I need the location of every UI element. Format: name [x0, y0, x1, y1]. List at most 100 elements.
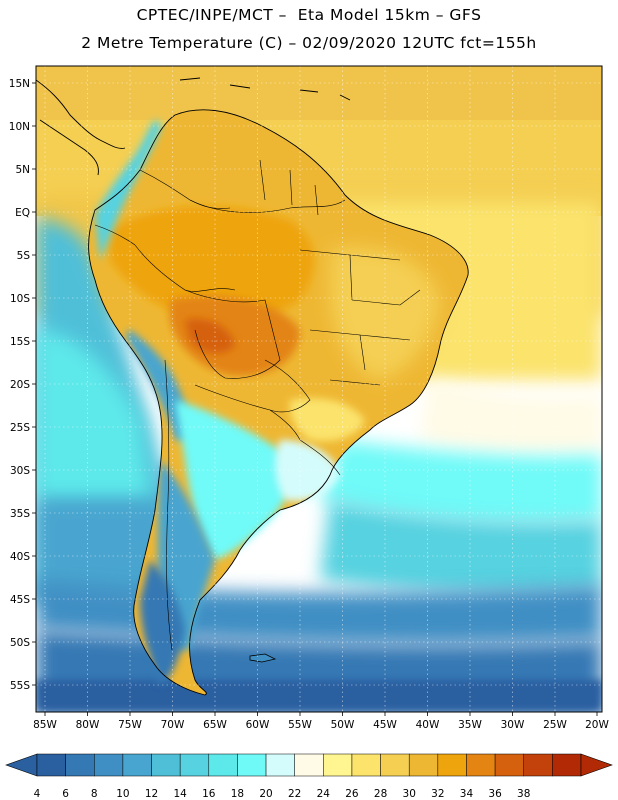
border-guianas — [259, 159, 319, 216]
temp-south-blue — [36, 580, 602, 645]
lat-label-45s: 45S — [10, 594, 30, 606]
border-ecuador — [94, 224, 136, 246]
andes-central-cool — [125, 330, 190, 440]
colorbar-swatch-15 — [466, 753, 496, 777]
colorbar: 4 6 8 10 12 14 16 18 20 22 24 26 28 30 32 34 36 38 — [5, 753, 613, 800]
lat-label-40s: 40S — [10, 551, 30, 563]
colorbar-label-26: 26 — [345, 788, 359, 800]
temp-far-south — [36, 680, 602, 712]
colorbar-swatch-9 — [294, 753, 324, 777]
colorbar-swatch-8 — [265, 753, 295, 777]
colorbar-label-4: 4 — [34, 788, 41, 800]
colorbar-label-32: 32 — [431, 788, 444, 800]
country-borders — [94, 159, 421, 651]
colorbar-swatch-10 — [323, 753, 353, 777]
temp-atlantic-cyan — [320, 440, 602, 524]
colorbar-under-arrow — [5, 753, 38, 777]
colorbar-swatch-6 — [208, 753, 238, 777]
central-hot-core — [170, 296, 300, 376]
colorbar-label-22: 22 — [288, 788, 301, 800]
colorbar-label-30: 30 — [403, 788, 416, 800]
bolivia-hot — [185, 318, 235, 354]
colorbar-label-6: 6 — [62, 788, 69, 800]
colorbar-label-14: 14 — [173, 788, 187, 800]
border-uruguay — [299, 439, 341, 476]
lat-label-10n: 10N — [9, 121, 30, 133]
lat-label-20s: 20S — [10, 379, 30, 391]
colorbar-label-38: 38 — [517, 788, 530, 800]
temp-pacific-mid — [36, 330, 150, 500]
border-argentina-north — [194, 384, 301, 441]
lon-label-70w: 70W — [161, 719, 185, 731]
colorbar-swatch-14 — [437, 753, 467, 777]
colorbar-swatch-13 — [408, 753, 439, 777]
colorbar-swatch-12 — [380, 753, 410, 777]
colorbar-label-28: 28 — [374, 788, 387, 800]
patagonia-blue — [140, 560, 185, 685]
coastlines — [36, 77, 469, 696]
colorbar-swatch-11 — [351, 753, 381, 777]
colorbar-label-8: 8 — [91, 788, 98, 800]
lon-label-50w: 50W — [331, 719, 355, 731]
border-peru-brazil — [134, 244, 236, 292]
map-frame — [35, 65, 603, 713]
lon-label-60w: 60W — [246, 719, 270, 731]
lon-label-65w: 65W — [203, 719, 227, 731]
colorbar-label-20: 20 — [259, 788, 272, 800]
border-brazil-states — [299, 249, 421, 386]
central-america-coastline — [36, 79, 126, 176]
title-line-2: 2 Metre Temperature (C) – 02/09/2020 12U… — [81, 34, 537, 52]
colorbar-swatch-1 — [65, 753, 95, 777]
lat-label-35s: 35S — [10, 508, 30, 520]
lat-label-5s: 5S — [17, 250, 31, 262]
lat-label-55s: 55S — [10, 680, 30, 692]
falklands — [249, 653, 277, 663]
colorbar-swatch-18 — [552, 753, 582, 777]
lon-label-80w: 80W — [76, 719, 100, 731]
caribbean-islands — [179, 77, 351, 101]
colorbar-swatch-3 — [122, 753, 152, 777]
colorbar-swatch-16 — [494, 753, 524, 777]
lon-label-30w: 30W — [501, 719, 525, 731]
lon-label-20w: 20W — [585, 719, 609, 731]
border-bolivia — [184, 289, 281, 379]
lon-label-35w: 35W — [458, 719, 482, 731]
lon-label-40w: 40W — [416, 719, 440, 731]
temp-atlantic-teal — [320, 500, 602, 595]
border-chile-argentina — [164, 359, 173, 651]
colorbar-swatch-17 — [523, 753, 553, 777]
lon-label-45w: 45W — [373, 719, 397, 731]
lon-labels: 85W 80W 75W 70W 65W 60W 55W 50W 45W 40W … — [33, 719, 609, 731]
colorbar-swatch-5 — [179, 753, 210, 777]
colorbar-swatch-0 — [36, 753, 66, 777]
colorbar-label-36: 36 — [488, 788, 502, 800]
tick-marks — [32, 82, 598, 716]
lat-label-10s: 10S — [10, 293, 30, 305]
colorbar-label-34: 34 — [460, 788, 474, 800]
colorbar-label-16: 16 — [202, 788, 216, 800]
colorbar-label-12: 12 — [145, 788, 158, 800]
colorbar-swatch-7 — [237, 753, 267, 777]
colorbar-label-18: 18 — [231, 788, 244, 800]
lat-labels: 15N 10N 5N EQ 5S 10S 15S 20S 25S 30S 35S… — [9, 78, 31, 692]
temp-pacific-south-teal — [36, 500, 170, 600]
lon-label-85w: 85W — [33, 719, 57, 731]
lat-label-25s: 25S — [10, 422, 30, 434]
south-america-coastline — [88, 109, 469, 696]
andes-north-cool — [95, 120, 162, 260]
south-cone-cyan — [175, 400, 291, 560]
border-brazil-north — [189, 199, 346, 213]
colorbar-swatch-4 — [151, 753, 181, 777]
lon-label-25w: 25W — [543, 719, 567, 731]
lat-label-5n: 5N — [15, 164, 30, 176]
colorbar-label-24: 24 — [317, 788, 331, 800]
lat-label-50s: 50S — [10, 637, 30, 649]
title-line-1: CPTEC/INPE/MCT – Eta Model 15km – GFS — [136, 6, 482, 24]
temp-warm-ocean-north — [36, 66, 602, 120]
temp-atlantic-light — [420, 380, 602, 453]
lat-label-eq: EQ — [15, 207, 30, 219]
map-panel — [36, 66, 602, 712]
colorbar-swatch-2 — [94, 753, 124, 777]
colorbar-label-10: 10 — [116, 788, 129, 800]
